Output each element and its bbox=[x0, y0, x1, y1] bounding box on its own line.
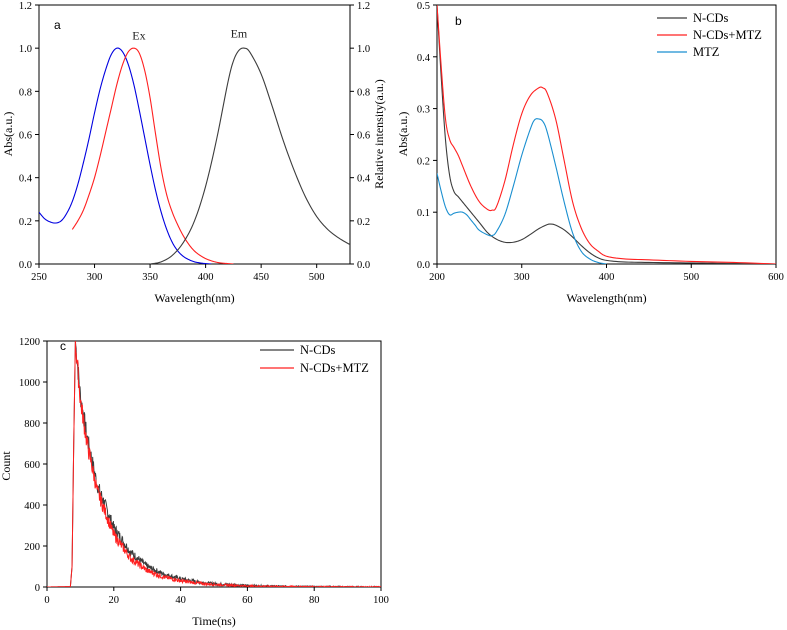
legend-entry: N-CDs+MTZ bbox=[300, 361, 369, 375]
series-line-curve-2 bbox=[149, 47, 350, 264]
y-axis-label: Abs(a.u.) bbox=[1, 112, 15, 157]
y-right-tick-label: 0.6 bbox=[357, 131, 370, 142]
legend-entry: N-CDs bbox=[693, 11, 729, 25]
y-right-tick-label: 0.8 bbox=[357, 87, 370, 98]
legend: N-CDs N-CDs+MTZ bbox=[260, 343, 369, 375]
chart-panel-b: 200 300 400 500 600 0.0 0.1 0.2 0.3 0.4 0.5 Wavelen… bbox=[396, 1, 784, 305]
y-tick-label: 600 bbox=[24, 460, 40, 471]
y-right-tick-label: 1.0 bbox=[357, 44, 370, 55]
y-tick-label: 1.0 bbox=[19, 44, 32, 55]
y-tick-label: 0.2 bbox=[417, 156, 430, 167]
series-line-curve-1 bbox=[71, 47, 234, 264]
series-line-n-cds bbox=[437, 5, 776, 264]
plot-frame bbox=[436, 4, 777, 265]
y-tick-label: 0.2 bbox=[19, 217, 32, 228]
x-tick-label: 400 bbox=[599, 272, 615, 283]
y-axis-label: Count bbox=[0, 451, 13, 481]
x-tick-label: 600 bbox=[768, 272, 784, 283]
series-line-mtz bbox=[437, 118, 607, 264]
x-tick-label: 40 bbox=[175, 595, 186, 606]
y-tick-label: 0.8 bbox=[19, 87, 32, 98]
y-tick-label: 400 bbox=[24, 501, 40, 512]
y-tick-label: 1.2 bbox=[19, 1, 32, 12]
x-axis-label: Wavelength(nm) bbox=[154, 291, 234, 305]
y-tick-label: 0.1 bbox=[417, 208, 430, 219]
series-line-curve-0 bbox=[39, 47, 212, 264]
y-tick-label: 1200 bbox=[19, 337, 40, 348]
y-tick-label: 0.5 bbox=[417, 1, 430, 12]
y-right-tick-label: 0.0 bbox=[357, 260, 370, 271]
y-tick-label: 0.3 bbox=[417, 105, 430, 116]
panel-label: c bbox=[60, 339, 66, 353]
legend-entry: N-CDs bbox=[300, 343, 336, 357]
x-tick-label: 60 bbox=[242, 595, 253, 606]
y-tick-label: 0.4 bbox=[417, 53, 431, 64]
y-right-tick-label: 1.2 bbox=[357, 1, 370, 12]
y-tick-label: 200 bbox=[24, 542, 40, 553]
legend: N-CDs N-CDs+MTZ MTZ bbox=[657, 11, 762, 59]
x-tick-label: 500 bbox=[683, 272, 699, 283]
y-tick-label: 0.0 bbox=[417, 260, 430, 271]
x-tick-label: 0 bbox=[44, 595, 49, 606]
y-tick-label: 1000 bbox=[19, 378, 40, 389]
y-tick-label: 0.0 bbox=[19, 260, 32, 271]
legend-entry: MTZ bbox=[693, 45, 719, 59]
y-tick-label: 800 bbox=[24, 419, 40, 430]
x-tick-label: 100 bbox=[373, 595, 389, 606]
chart-panel-c: 0 20 40 60 80 100020040060080010001200Time(ns… bbox=[0, 337, 389, 628]
panel-label: b bbox=[455, 14, 462, 28]
panel-label: a bbox=[54, 18, 61, 32]
x-tick-label: 200 bbox=[429, 272, 445, 283]
y-right-axis-label: Relative intensity(a.u.) bbox=[372, 79, 386, 189]
legend-entry: N-CDs+MTZ bbox=[693, 28, 762, 42]
x-axis-label: Time(ns) bbox=[192, 614, 236, 628]
x-tick-label: 250 bbox=[31, 272, 47, 283]
annotation-label: Em bbox=[231, 26, 248, 40]
series-line-n-cds bbox=[47, 341, 381, 587]
x-tick-label: 20 bbox=[109, 595, 120, 606]
y-tick-label: 0 bbox=[35, 583, 40, 594]
y-tick-label: 0.4 bbox=[19, 174, 33, 185]
plot-frame bbox=[38, 4, 351, 265]
x-axis-label: Wavelength(nm) bbox=[566, 291, 646, 305]
y-axis-label: Abs(a.u.) bbox=[396, 112, 410, 157]
x-tick-label: 300 bbox=[514, 272, 530, 283]
y-right-tick-label: 0.4 bbox=[357, 174, 371, 185]
series-line-n-cds-mtz bbox=[47, 341, 381, 587]
annotation-label: Ex bbox=[132, 29, 145, 43]
x-tick-label: 400 bbox=[198, 272, 214, 283]
series-line-n-cds-mtz bbox=[437, 5, 776, 264]
plot-frame bbox=[46, 340, 382, 588]
x-tick-label: 80 bbox=[309, 595, 320, 606]
x-tick-label: 350 bbox=[142, 272, 158, 283]
y-tick-label: 0.6 bbox=[19, 131, 32, 142]
x-tick-label: 500 bbox=[309, 272, 325, 283]
chart-panel-a: 250 300 350 400 450 500 0.0 0.2 0.4 0.6 0.8 1.0 1.2 0… bbox=[1, 1, 386, 305]
y-right-tick-label: 0.2 bbox=[357, 217, 370, 228]
x-tick-label: 300 bbox=[87, 272, 103, 283]
x-tick-label: 450 bbox=[253, 272, 269, 283]
